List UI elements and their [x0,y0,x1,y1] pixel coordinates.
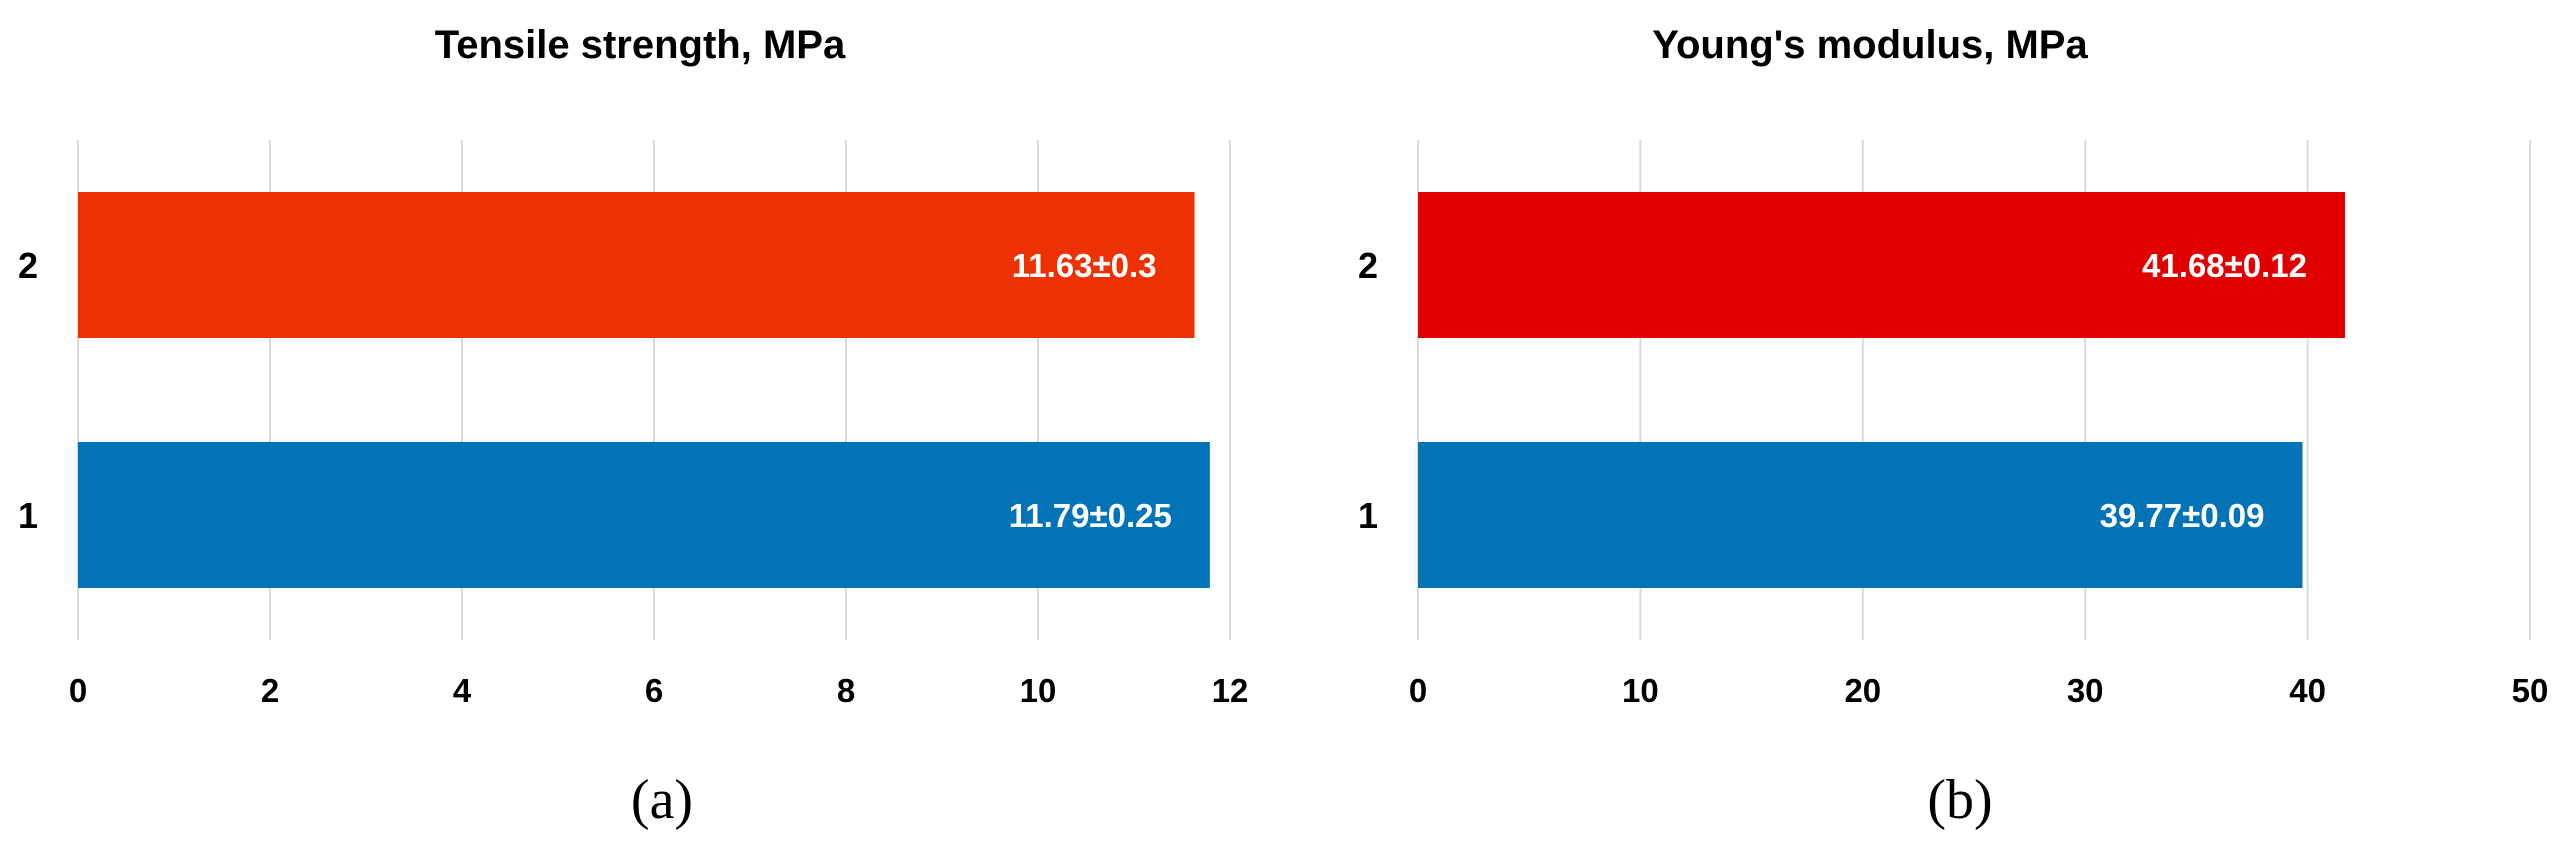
category-label-1: 1 [1358,495,1378,536]
panel-caption: (a) [631,769,693,831]
x-tick-label: 50 [2512,672,2549,709]
x-tick-label: 0 [69,672,87,709]
x-tick-labels: 0 10 20 30 40 50 [1409,672,2549,709]
chart-title: Tensile strength, MPa [435,23,846,67]
category-label-2: 2 [18,245,38,286]
data-labels: 11.79±0.25 11.63±0.3 [1009,247,1172,534]
x-tick-label: 4 [453,672,472,709]
x-tick-label: 2 [261,672,279,709]
chart-title: Young's modulus, MPa [1652,23,2088,67]
x-tick-label: 8 [837,672,855,709]
bars [1418,192,2345,588]
data-labels: 39.77±0.09 41.68±0.12 [2100,247,2307,534]
category-labels: 12 [18,245,38,536]
category-label-1: 1 [18,495,38,536]
x-tick-label: 10 [1622,672,1659,709]
bars [78,192,1210,588]
bar-2 [1418,192,2345,338]
chart-panel-b: Young's modulus, MPa 39.77±0.09 41.68±0.1… [1340,0,2560,850]
data-label-1: 11.79±0.25 [1009,497,1172,534]
data-label-1: 39.77±0.09 [2100,497,2265,534]
x-tick-label: 0 [1409,672,1427,709]
x-tick-label: 30 [2067,672,2104,709]
bar-2 [78,192,1195,338]
chart-panel-a: Tensile strength, MPa 11.79±0.25 11.63±0.… [18,23,1249,831]
data-label-2: 41.68±0.12 [2142,247,2307,284]
x-tick-label: 10 [1020,672,1057,709]
category-label-2: 2 [1358,245,1378,286]
category-labels: 12 [1358,245,1378,536]
bar-1 [78,442,1210,588]
x-tick-label: 12 [1212,672,1249,709]
panel-caption: (b) [1927,769,1992,831]
x-tick-label: 40 [2289,672,2326,709]
youngs-modulus-chart: Young's modulus, MPa 39.77±0.09 41.68±0.1… [1358,23,2549,831]
x-tick-label: 20 [1844,672,1881,709]
bar-1 [1418,442,2303,588]
tensile-strength-chart: Tensile strength, MPa 11.79±0.25 11.63±0.… [18,23,1249,831]
data-label-2: 11.63±0.3 [1012,247,1157,284]
x-tick-labels: 0 2 4 6 8 10 12 [69,672,1249,709]
x-tick-label: 6 [645,672,663,709]
